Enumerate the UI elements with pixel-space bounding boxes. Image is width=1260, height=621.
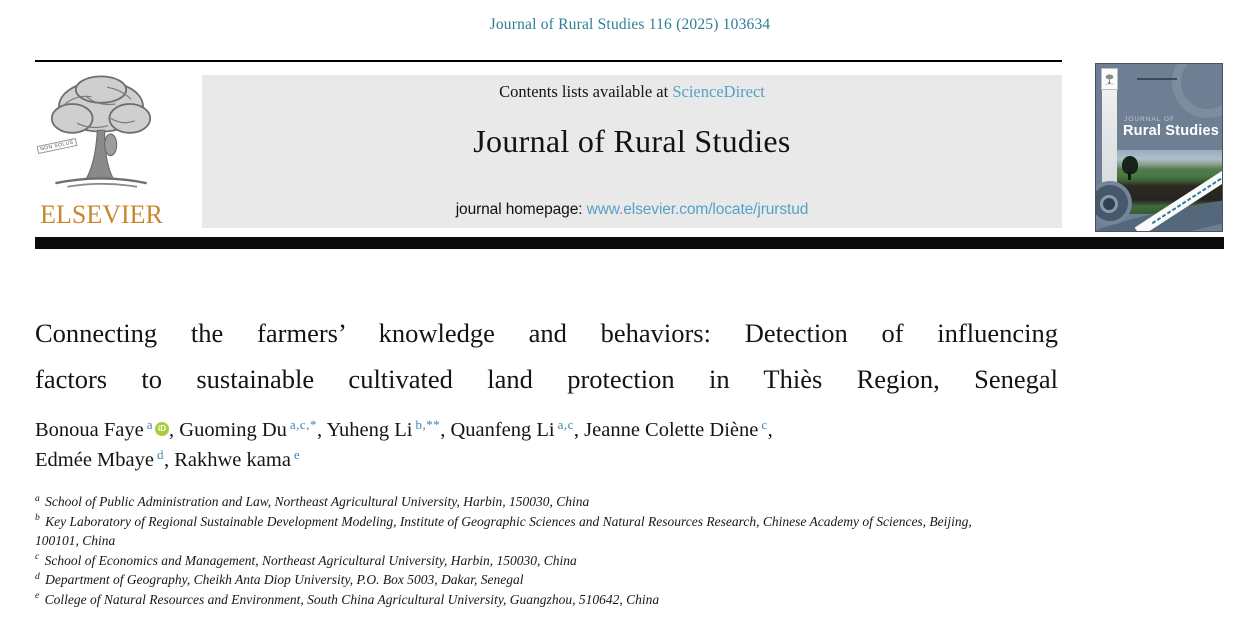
affiliation-text: 100101, China [35, 533, 116, 548]
homepage-link[interactable]: www.elsevier.com/locate/jrurstud [586, 201, 809, 218]
author-affiliation-sup: a,c,* [289, 417, 317, 432]
author: Jeanne Colette Diène c, [584, 417, 773, 441]
author-name: Bonoua Faye [35, 419, 144, 441]
affiliation-text: College of Natural Resources and Environ… [41, 591, 660, 607]
author-name: Guoming Du [179, 419, 287, 441]
journal-cover-thumbnail[interactable]: JOURNAL OF Rural Studies [1095, 63, 1223, 232]
orcid-icon[interactable]: iD [155, 422, 170, 436]
affiliation-label: c [35, 552, 40, 562]
affiliation: e College of Natural Resources and Envir… [35, 590, 1061, 610]
author: Quanfeng Li a,c, [450, 417, 585, 441]
affiliation-label: a [35, 493, 40, 504]
author-name: Yuheng Li [326, 419, 413, 441]
author-line-1: Bonoua Faye a iD, Guoming Du a,c,*, Yuheng … [35, 415, 1058, 445]
section-divider-bar [35, 237, 1224, 249]
author-list: Bonoua Faye a iD, Guoming Du a,c,*, Yuheng … [35, 415, 1058, 475]
affiliation: d Department of Geography, Cheikh Anta D… [35, 570, 1061, 590]
journal-citation: Journal of Rural Studies 116 (2025) 1036… [489, 16, 771, 33]
elsevier-tree-icon [50, 75, 152, 188]
journal-title: Journal of Rural Studies [473, 123, 791, 159]
author: Edmée Mbaye d, [35, 447, 175, 471]
author-affiliation-sup: a,c [557, 417, 574, 432]
article-title-line: factors to sustainable cultivated land p… [35, 364, 1058, 394]
cover-tree-trunk [1128, 172, 1131, 180]
affiliation-label: b [35, 513, 40, 523]
elsevier-tree-mini-icon [1105, 74, 1114, 84]
contents-prefix: Contents lists available at [499, 82, 673, 101]
affiliation-text: School of Public Administration and Law,… [41, 494, 590, 509]
affiliation-text: School of Economics and Management, Nort… [41, 552, 577, 568]
author: Guoming Du a,c,*, [179, 417, 327, 441]
cover-elsevier-mini-logo [1101, 68, 1118, 90]
homepage-prefix: journal homepage: [455, 201, 587, 218]
author-name: Edmée Mbaye [35, 449, 154, 471]
author-name: Rakhwe kama [174, 449, 291, 471]
affiliation: b Key Laboratory of Regional Sustainable… [35, 512, 1061, 551]
contents-line: Contents lists available at ScienceDirec… [202, 82, 1062, 102]
affiliation-text: Key Laboratory of Regional Sustainable D… [41, 513, 972, 529]
author-affiliation-sup: e [293, 447, 301, 462]
journal-banner: Contents lists available at ScienceDirec… [202, 75, 1062, 228]
affiliation: c School of Economics and Management, No… [35, 551, 1061, 571]
affiliation: a School of Public Administration and La… [35, 492, 1061, 512]
cover-title: Rural Studies [1123, 123, 1220, 139]
cover-kicker: JOURNAL OF [1124, 116, 1175, 123]
elsevier-logo: NON SOLUS ELSEVIER [35, 70, 168, 229]
author: Rakhwe kama e [174, 447, 301, 471]
author: Yuheng Li b,**, [326, 417, 451, 441]
author: Bonoua Faye a iD, [35, 417, 180, 441]
affiliation-text: Department of Geography, Cheikh Anta Dio… [41, 572, 524, 587]
author-name: Quanfeng Li [450, 419, 555, 441]
sciencedirect-link[interactable]: ScienceDirect [672, 82, 765, 101]
affiliation-list: a School of Public Administration and La… [35, 492, 1061, 609]
author-line-2: Edmée Mbaye d, Rakhwe kama e [35, 445, 1058, 475]
author-affiliation-sup: c [761, 417, 768, 432]
elsevier-wordmark: ELSEVIER [40, 200, 163, 229]
author-affiliation-sup: b,** [415, 417, 441, 432]
affiliation-label: e [35, 591, 40, 601]
article-title: Connecting the farmers’ knowledge and be… [35, 310, 1058, 402]
article-title-line: Connecting the farmers’ knowledge and be… [35, 318, 1058, 348]
affiliation-label: d [35, 571, 40, 582]
homepage-line: journal homepage: www.elsevier.com/locat… [202, 201, 1062, 219]
author-name: Jeanne Colette Diène [584, 419, 759, 441]
author-affiliation-sup: a [146, 417, 154, 432]
top-rule [35, 60, 1062, 62]
cover-watermark-swirl [1172, 64, 1222, 118]
cover-header-microtext [1137, 78, 1177, 80]
author-affiliation-sup: d [156, 447, 164, 462]
cover-swirl-inner [1100, 195, 1118, 213]
cover-tree-silhouette [1122, 156, 1138, 174]
